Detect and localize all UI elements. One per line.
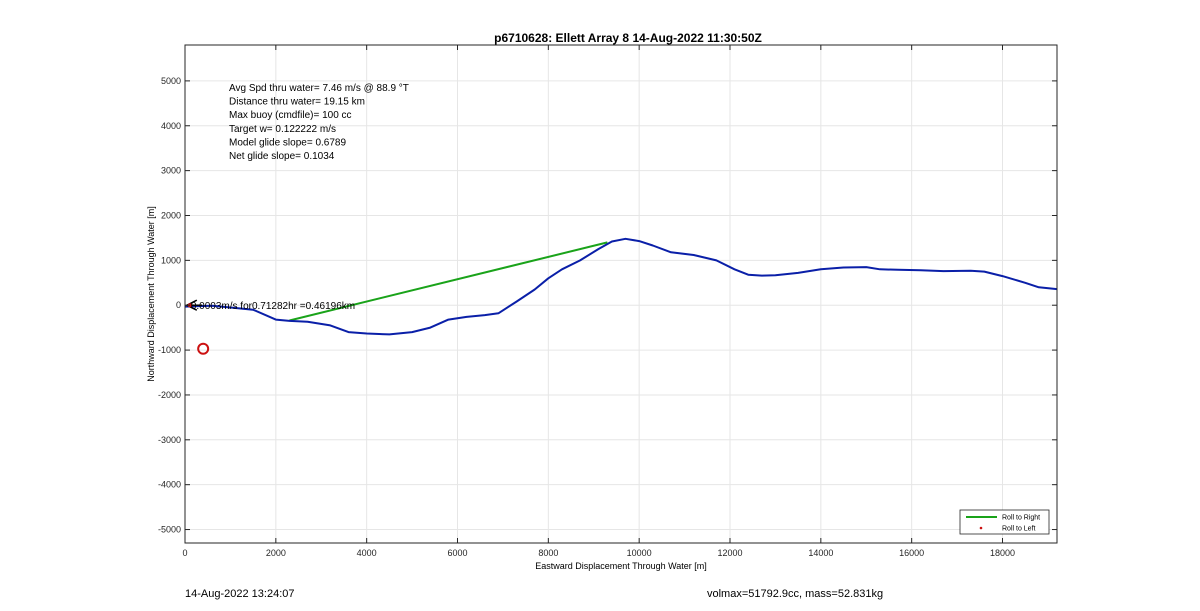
stats-annotation: Avg Spd thru water= 7.46 m/s @ 88.9 °T Di… [229, 83, 409, 162]
y-tick-label: -1000 [158, 345, 181, 355]
x-tick-label: 4000 [357, 548, 377, 558]
legend-box [959, 509, 1050, 535]
y-tick-label: 4000 [161, 121, 181, 131]
plot-frame [184, 44, 1058, 544]
x-tick-label: 10000 [627, 548, 652, 558]
stats-line: Model glide slope= 0.6789 [229, 137, 346, 148]
legend: Roll to Right Roll to Left [959, 509, 1050, 535]
marker-circle [197, 342, 210, 355]
y-tick-label: -4000 [158, 480, 181, 490]
legend-label: Roll to Left [1002, 526, 1036, 533]
y-tick-label: 3000 [161, 166, 181, 176]
chart-title: p6710628: Ellett Array 8 14-Aug-2022 11:… [494, 31, 762, 45]
stats-line: Avg Spd thru water= 7.46 m/s @ 88.9 °T [229, 83, 409, 94]
x-tick-label: 8000 [538, 548, 558, 558]
y-tick-label: 5000 [161, 76, 181, 86]
x-tick-label: 16000 [899, 548, 924, 558]
x-tick-label: 0 [182, 548, 187, 558]
y-tick-label: 1000 [161, 255, 181, 265]
x-axis-label: Eastward Displacement Through Water [m] [535, 561, 707, 571]
stats-line: Max buoy (cmdfile)= 100 cc [229, 110, 352, 121]
x-tick-label: 18000 [990, 548, 1015, 558]
track-line [184, 237, 1058, 336]
roll-to-right-line [289, 241, 608, 322]
axis-ticks: 0 2000 4000 6000 8000 10000 12000 14000 16000 180… [158, 45, 1057, 558]
stats-line: Target w= 0.122222 m/s [229, 124, 336, 135]
x-tick-label: 6000 [447, 548, 467, 558]
x-tick-label: 12000 [717, 548, 742, 558]
arrow-annotation-label: 0.0003m/s for0.71282hr =0.46196km [191, 301, 355, 312]
y-tick-label: -5000 [158, 525, 181, 535]
legend-label: Roll to Right [1002, 515, 1040, 522]
grid-lines [184, 45, 1057, 543]
legend-swatch-roll-left [979, 526, 983, 530]
footer-timestamp: 14-Aug-2022 13:24:07 [185, 588, 295, 600]
stats-line: Net glide slope= 0.1034 [229, 151, 335, 162]
y-axis-label: Northward Displacement Through Water [m] [146, 206, 156, 382]
y-tick-label: -3000 [158, 435, 181, 445]
footer-summary: volmax=51792.9cc, mass=52.831kg [707, 588, 884, 600]
x-tick-label: 14000 [808, 548, 833, 558]
y-tick-label: 0 [176, 300, 181, 310]
y-tick-label: 2000 [161, 210, 181, 220]
stats-line: Distance thru water= 19.15 km [229, 97, 365, 108]
y-tick-label: -2000 [158, 390, 181, 400]
x-tick-label: 2000 [266, 548, 286, 558]
